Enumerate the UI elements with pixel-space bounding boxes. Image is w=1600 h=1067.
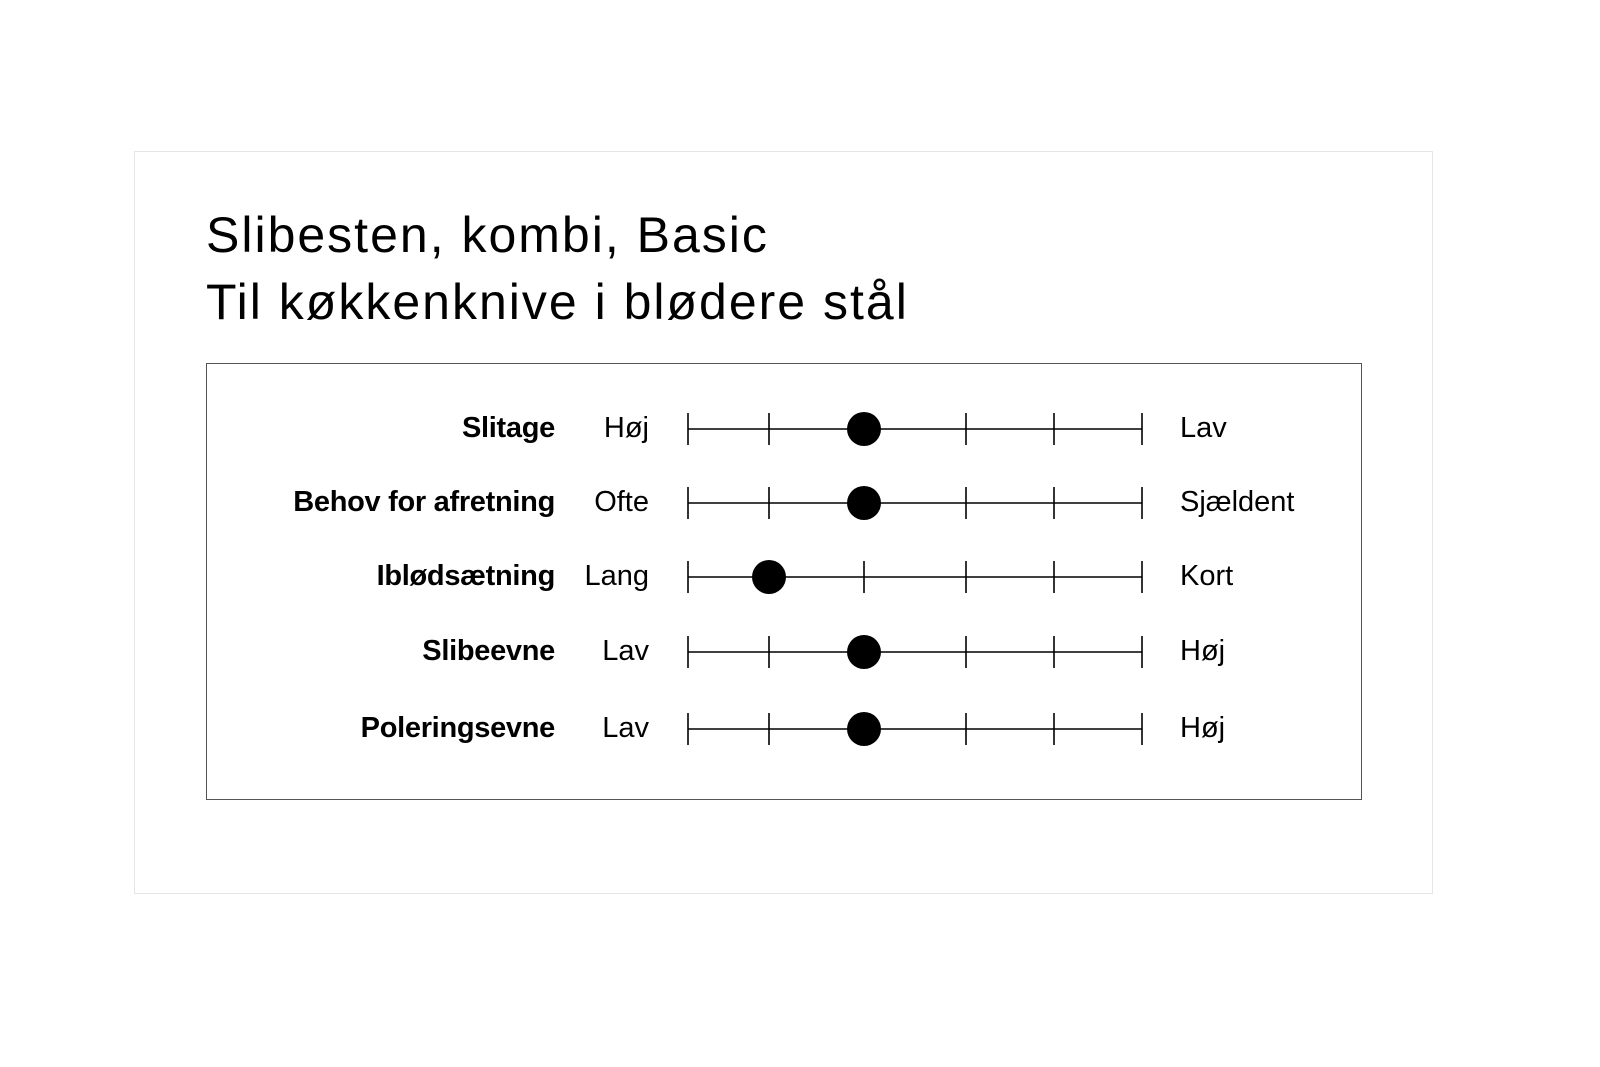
chart-title: Slibesten, kombi, Basic: [206, 207, 769, 263]
rating-marker: [847, 486, 881, 520]
chart-subtitle: Til køkkenknive i blødere stål: [206, 274, 909, 330]
low-end-label: Ofte: [594, 486, 649, 518]
row-label: Behov for afretning: [293, 486, 555, 518]
row-label: Poleringsevne: [360, 712, 556, 744]
rating-scale: [687, 412, 1143, 446]
rating-row: Slibeevne Lav Høj: [0, 631, 1600, 671]
high-end-label: Kort: [1180, 560, 1234, 592]
rating-scale: [687, 486, 1143, 520]
rating-row: Behov for afretning Ofte Sjældent: [0, 482, 1600, 522]
high-end-label: Sjældent: [1180, 486, 1295, 518]
rating-scale: [687, 635, 1143, 669]
high-end-label: Lav: [1180, 412, 1227, 444]
rating-marker: [847, 412, 881, 446]
high-end-label: Høj: [1180, 712, 1226, 744]
product-card: [134, 151, 1433, 894]
low-end-label: Lav: [602, 635, 649, 667]
rating-scale: [687, 712, 1143, 746]
row-label: Slitage: [462, 412, 555, 444]
rating-row: Slitage Høj Lav: [0, 408, 1600, 448]
row-label: Iblødsætning: [376, 560, 556, 592]
rating-row: Iblødsætning Lang Kort: [0, 556, 1600, 596]
high-end-label: Høj: [1180, 635, 1226, 667]
row-label: Slibeevne: [422, 635, 555, 667]
rating-marker: [752, 560, 786, 594]
low-end-label: Lav: [602, 712, 649, 744]
rating-marker: [847, 712, 881, 746]
rating-row: Poleringsevne Lav Høj: [0, 708, 1600, 748]
rating-box: [206, 363, 1362, 800]
rating-marker: [847, 635, 881, 669]
low-end-label: Lang: [584, 560, 649, 592]
rating-scale: [687, 560, 1143, 594]
low-end-label: Høj: [603, 412, 649, 444]
